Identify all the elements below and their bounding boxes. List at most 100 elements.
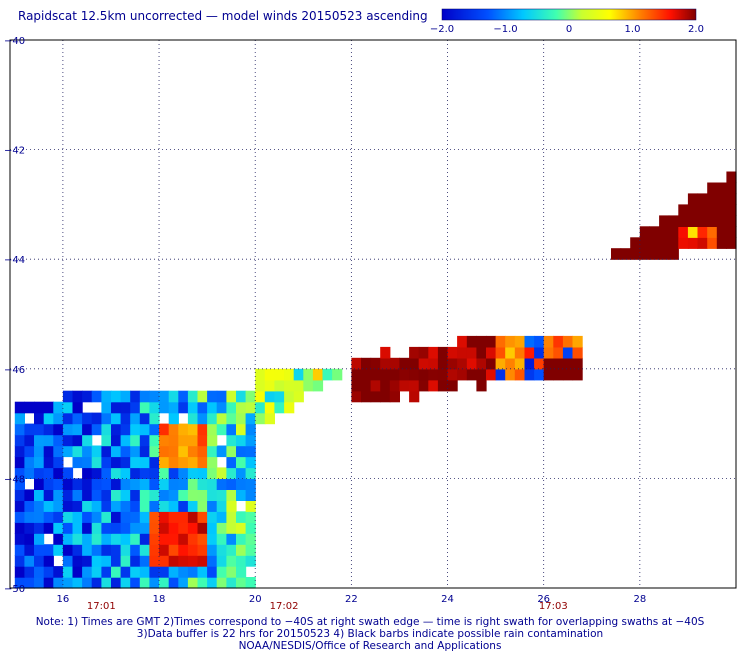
x-tick-label: 26 <box>537 594 550 605</box>
heatmap-cell <box>24 555 35 567</box>
grid-lines <box>10 39 736 589</box>
heatmap-cell <box>668 237 679 249</box>
heatmap-cell <box>187 544 199 556</box>
heatmap-cell <box>82 390 93 403</box>
heatmap-cell <box>553 335 564 348</box>
heatmap-cell <box>130 467 141 479</box>
heatmap-cell <box>466 357 477 370</box>
heatmap-cell <box>418 379 429 392</box>
heatmap-cell <box>178 522 189 534</box>
heatmap-cell <box>149 412 160 425</box>
heatmap-cell <box>351 379 362 392</box>
heatmap-cell <box>187 489 199 501</box>
heatmap-cell <box>34 489 45 501</box>
heatmap-cell <box>399 368 410 381</box>
heatmap-cell <box>187 533 199 545</box>
heatmap-cell <box>216 577 227 589</box>
heatmap-cell <box>197 522 208 534</box>
heatmap-cell <box>178 401 189 414</box>
heatmap-cell <box>72 566 83 578</box>
heatmap-cell <box>418 368 429 381</box>
heatmap-cell <box>716 193 727 205</box>
heatmap-cell <box>697 215 708 227</box>
heatmap-cell <box>139 555 150 567</box>
heatmap-cell <box>457 346 468 359</box>
heatmap-cell <box>495 368 506 381</box>
heatmap-cell <box>659 226 670 238</box>
heatmap-cell <box>274 401 285 414</box>
heatmap-cell <box>187 456 199 469</box>
heatmap-cell <box>43 489 54 501</box>
heatmap-cell <box>428 357 439 370</box>
heatmap-cell <box>24 423 35 436</box>
heatmap-cell <box>14 434 25 447</box>
heatmap-cell <box>159 533 170 545</box>
heatmap-cell <box>447 368 458 381</box>
heatmap-cell <box>72 533 83 545</box>
heatmap-cell <box>53 533 64 545</box>
heatmap-cell <box>207 434 218 447</box>
heatmap-cell <box>14 445 25 458</box>
heatmap-cell <box>707 182 718 195</box>
heatmap-cell <box>284 379 295 392</box>
heatmap-cell <box>62 467 74 479</box>
heatmap-cell <box>236 467 247 479</box>
heatmap-cell <box>130 555 141 567</box>
heatmap-cell <box>159 577 170 589</box>
heatmap-cell <box>380 357 391 370</box>
heatmap-cell <box>139 423 150 436</box>
heatmap-cell <box>245 390 256 403</box>
heatmap-cell <box>53 445 64 458</box>
heatmap-cell <box>197 577 208 589</box>
heatmap-cell <box>91 456 102 469</box>
heatmap-cell <box>187 522 199 534</box>
heatmap-cell <box>168 412 179 425</box>
heatmap-cell <box>159 456 170 469</box>
heatmap-cell <box>197 533 208 545</box>
heatmap-cell <box>62 434 74 447</box>
heatmap-cell <box>187 500 199 512</box>
heatmap-cell <box>245 412 256 425</box>
heatmap-cell <box>101 544 112 556</box>
heatmap-cell <box>457 335 468 348</box>
heatmap-cell <box>207 478 218 490</box>
heatmap-cell <box>159 423 170 436</box>
heatmap-cell <box>707 193 718 205</box>
heatmap-cell <box>207 511 218 523</box>
heatmap-cell <box>178 566 189 578</box>
heatmap-cell <box>91 412 102 425</box>
heatmap-cell <box>159 566 170 578</box>
heatmap-cell <box>168 500 179 512</box>
heatmap-cell <box>255 401 266 414</box>
heatmap-cell <box>370 390 381 403</box>
heatmap-cell <box>91 467 102 479</box>
heatmap-cell <box>236 423 247 436</box>
time-label: 17:02 <box>270 601 299 612</box>
heatmap-cell <box>466 368 477 381</box>
plot-frame <box>9 39 737 589</box>
heatmap-cell <box>207 401 218 414</box>
heatmap-cell <box>534 335 545 348</box>
heatmap-cell <box>120 533 131 545</box>
heatmap-cell <box>72 555 83 567</box>
heatmap-cell <box>524 335 535 348</box>
heatmap-cell <box>255 390 266 403</box>
heatmap-cell <box>264 401 275 414</box>
heatmap-cell <box>120 467 131 479</box>
heatmap-cell <box>91 566 102 578</box>
heatmap-cell <box>72 412 83 425</box>
heatmap-cell <box>524 368 535 381</box>
heatmap-cell <box>82 566 93 578</box>
heatmap-cell <box>687 204 699 216</box>
heatmap-cell <box>111 555 122 567</box>
heatmap-cell <box>34 544 45 556</box>
heatmap-cell <box>409 357 420 370</box>
heatmap-cell <box>149 467 160 479</box>
heatmap-cell <box>543 346 554 359</box>
heatmap-cell <box>216 401 227 414</box>
heatmap-cell <box>370 368 381 381</box>
heatmap-cell <box>168 511 179 523</box>
heatmap-cell <box>111 445 122 458</box>
heatmap-cell <box>245 489 256 501</box>
x-tick-label: 24 <box>441 594 454 605</box>
